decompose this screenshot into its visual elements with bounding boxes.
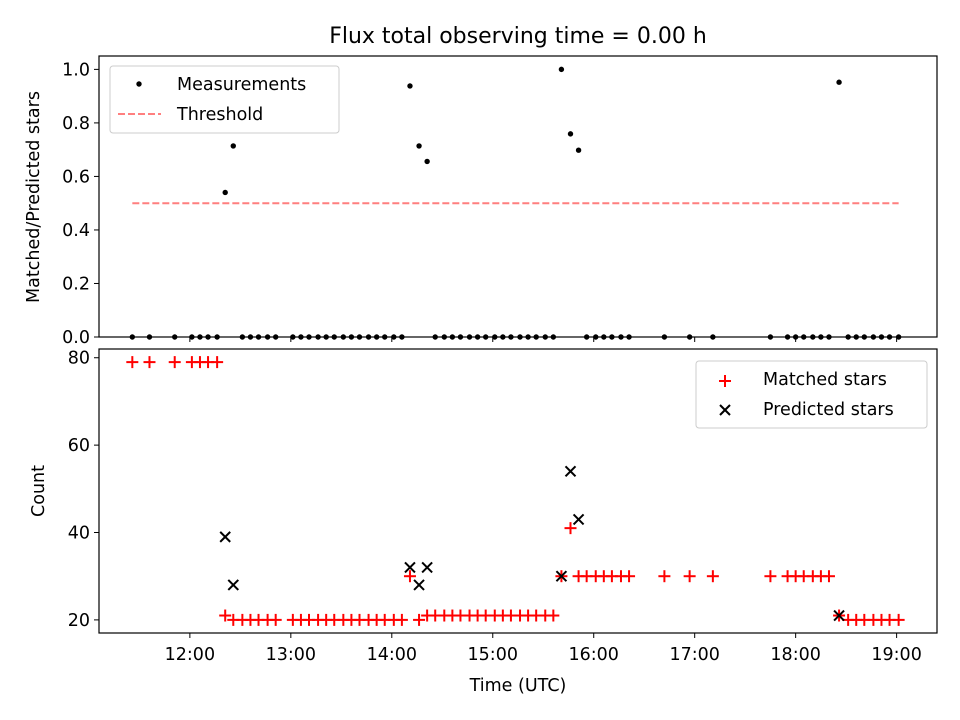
legend-threshold-label: Threshold: [176, 105, 263, 125]
top-y-tick-label: 0.6: [62, 167, 90, 187]
legend-predicted-marker: [719, 404, 731, 416]
bottom-x-tick-label: 16:00: [569, 645, 619, 665]
predicted-star-marker: [564, 465, 577, 478]
measurement-point: [416, 143, 422, 149]
matched-star-marker: [211, 356, 224, 369]
matched-star-marker: [706, 570, 719, 583]
bottom-x-tick-label: 15:00: [468, 645, 518, 665]
matched-star-marker: [564, 522, 577, 535]
bottom-x-tick-label: 13:00: [266, 645, 316, 665]
predicted-star-marker: [227, 579, 239, 591]
measurement-point: [836, 79, 842, 85]
top-data-marks: [129, 66, 902, 340]
predicted-star-marker: [555, 570, 568, 582]
measurement-point: [230, 143, 236, 149]
measurement-point: [575, 147, 582, 153]
bottom-y-tick-label: 40: [68, 524, 90, 544]
legend-measurements-label: Measurements: [177, 75, 306, 95]
bottom-data-marks: [126, 356, 905, 626]
top-legend-box: [109, 65, 340, 134]
matched-star-marker: [395, 613, 408, 626]
measurement-point: [558, 66, 565, 73]
matched-star-marker: [219, 609, 232, 622]
bottom-x-tick-label: 19:00: [871, 645, 921, 665]
top-legend: Measurements Threshold: [109, 65, 340, 134]
top-y-tick-label: 0.2: [62, 274, 90, 294]
top-y-tick-label: 0.0: [62, 328, 90, 348]
bottom-y-axis: 20 40 60 80: [68, 349, 99, 631]
bottom-x-tick-label: 14:00: [367, 645, 417, 665]
measurement-point: [424, 158, 430, 165]
matched-star-marker: [764, 570, 777, 583]
matched-star-marker: [126, 356, 139, 369]
matched-star-marker: [547, 609, 560, 622]
bottom-axes-frame: [98, 348, 938, 634]
predicted-star-marker: [413, 579, 425, 591]
predicted-star-marker: [421, 561, 433, 574]
legend-measurements-marker: [136, 81, 142, 87]
bottom-x-tick-label: 12:00: [165, 645, 215, 665]
top-y-tick-label: 0.4: [62, 221, 90, 241]
bottom-y-tick-label: 20: [68, 611, 90, 631]
bottom-x-axis: 12:00 13:00 14:00 15:00 16:00 17:00 18:00 19:00: [165, 633, 922, 665]
matched-star-marker: [892, 613, 905, 626]
bottom-y-tick-label: 80: [68, 349, 90, 369]
matched-star-marker: [168, 356, 181, 369]
matched-star-marker: [413, 613, 426, 626]
bottom-y-tick-label: 60: [68, 436, 90, 456]
bottom-legend-box: [695, 360, 928, 429]
predicted-star-marker: [833, 609, 845, 622]
top-x-axis: [189, 337, 898, 342]
matched-star-marker: [623, 570, 636, 583]
measurement-point: [222, 189, 228, 196]
matched-star-marker: [269, 613, 282, 626]
top-y-tick-label: 1.0: [62, 60, 90, 80]
predicted-star-marker: [404, 561, 416, 574]
matched-star-marker: [822, 570, 835, 583]
top-chart-title: Flux total observing time = 0.00 h: [329, 24, 707, 49]
bottom-x-tick-label: 17:00: [669, 645, 719, 665]
predicted-star-marker: [219, 531, 231, 543]
matched-star-marker: [403, 570, 416, 583]
top-y-axis-label: Matched/Predicted stars: [24, 91, 44, 303]
measurement-point: [407, 83, 413, 89]
bottom-legend: Matched stars Predicted stars: [695, 360, 928, 429]
legend-matched-marker: [719, 375, 731, 387]
bottom-x-axis-label: Time (UTC): [469, 676, 567, 696]
measurement-point: [567, 131, 574, 137]
legend-predicted-label: Predicted stars: [763, 400, 894, 420]
matched-star-marker: [143, 356, 156, 369]
bottom-x-tick-label: 18:00: [770, 645, 820, 665]
top-y-tick-label: 0.8: [62, 114, 90, 134]
top-axes-frame: [98, 55, 938, 338]
legend-matched-label: Matched stars: [763, 370, 887, 390]
top-y-axis: 0.0 0.2 0.4 0.6 0.8 1.0: [62, 60, 99, 348]
matched-star-marker: [658, 570, 671, 583]
matched-star-marker: [683, 570, 696, 583]
predicted-star-marker: [572, 513, 585, 526]
bottom-y-axis-label: Count: [29, 465, 49, 517]
